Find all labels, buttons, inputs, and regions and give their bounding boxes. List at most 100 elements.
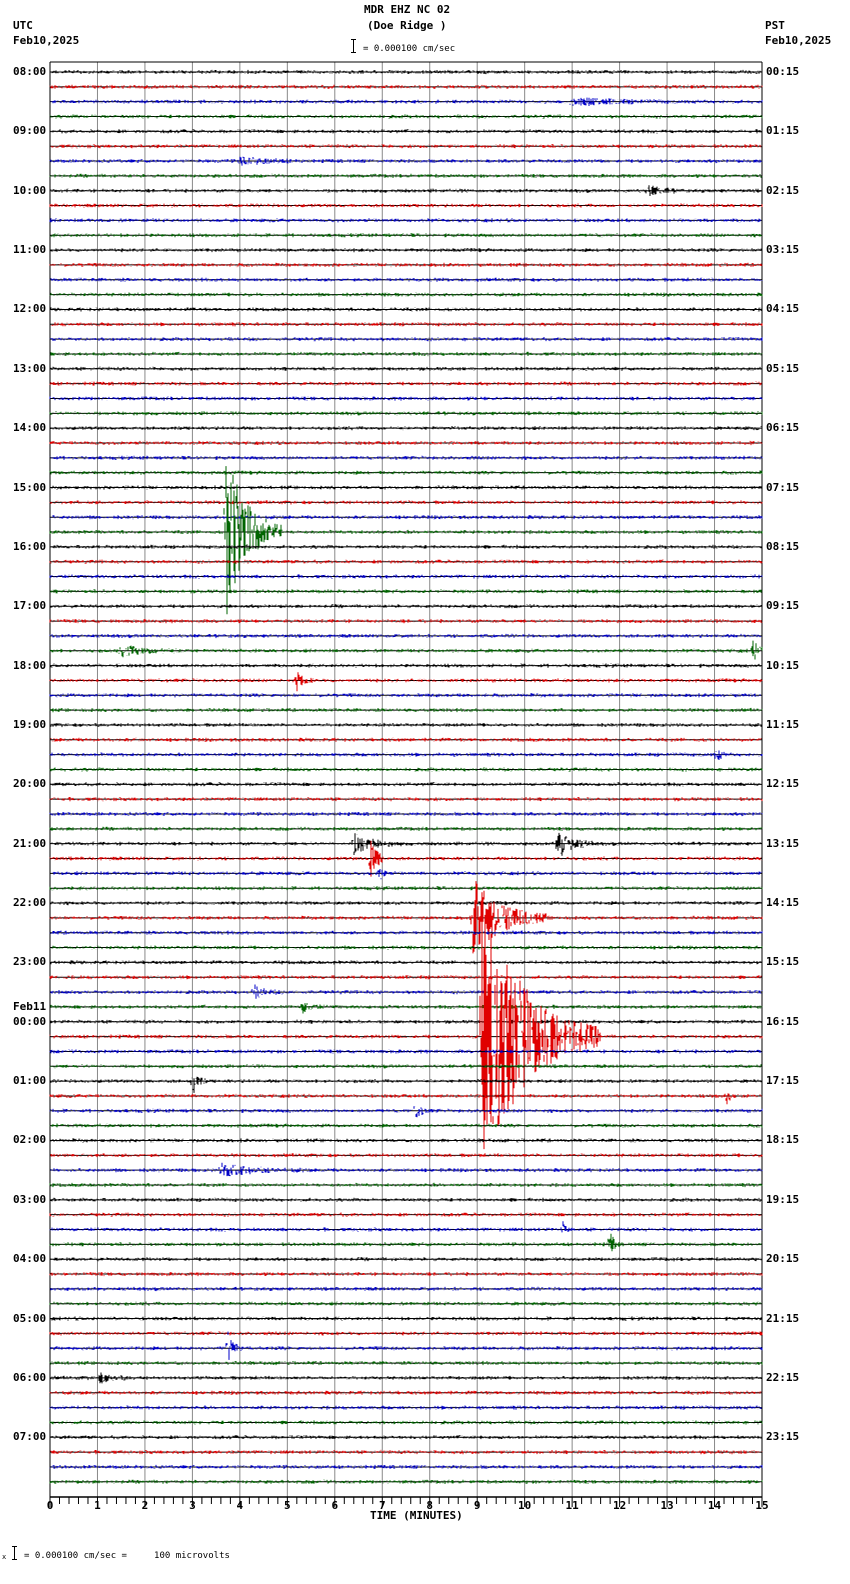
seismic-trace — [49, 1162, 763, 1177]
x-tick-label: 10 — [518, 1499, 532, 1512]
seismic-trace — [49, 1464, 763, 1469]
seismic-trace — [49, 337, 763, 342]
utc-hour-label: 08:00 — [13, 65, 47, 78]
utc-hour-label: 20:00 — [13, 777, 47, 791]
seismic-trace — [49, 737, 762, 742]
footer-scale-bar-icon — [12, 1546, 20, 1560]
seismic-trace — [49, 782, 763, 787]
pst-hour-label: 22:15 — [766, 1370, 800, 1384]
seismic-trace — [49, 381, 763, 386]
seismic-trace — [49, 1420, 763, 1425]
seismic-trace — [49, 1221, 763, 1233]
pst-hour-label: 04:15 — [766, 302, 800, 316]
seismic-trace — [49, 663, 763, 668]
utc-hour-label: 04:00 — [13, 1252, 47, 1266]
seismic-trace — [49, 466, 763, 615]
seismic-trace — [49, 1123, 763, 1128]
seismic-trace — [49, 1106, 763, 1118]
seismic-trace — [49, 633, 762, 639]
seismic-trace — [49, 1019, 763, 1024]
left-timezone: UTC — [13, 19, 33, 32]
seismic-trace — [49, 1049, 763, 1054]
seismic-trace — [49, 1138, 763, 1143]
seismic-trace — [49, 411, 763, 416]
utc-hour-label: 07:00 — [13, 1430, 47, 1444]
seismic-trace — [49, 1286, 763, 1292]
pst-hour-label: 03:15 — [766, 243, 800, 257]
utc-hour-label: 13:00 — [13, 361, 47, 375]
pst-hour-label: 19:15 — [766, 1192, 800, 1206]
x-tick-label: 13 — [660, 1499, 674, 1512]
seismic-trace — [49, 426, 763, 431]
pst-hour-label: 14:15 — [766, 896, 800, 910]
x-tick-label: 2 — [141, 1499, 149, 1512]
footer-scale-prefix: x — [2, 1553, 7, 1561]
seismic-trace — [49, 1331, 763, 1360]
seismic-trace — [49, 1479, 763, 1484]
seismic-trace — [49, 396, 763, 401]
pst-hour-label: 11:15 — [766, 717, 800, 731]
pst-hour-label: 01:15 — [766, 124, 800, 138]
seismic-trace — [49, 559, 763, 564]
utc-hour-label: 01:00 — [13, 1074, 47, 1088]
x-tick-label: 15 — [755, 1499, 769, 1512]
utc-hour-label: 05:00 — [13, 1311, 47, 1325]
seismic-trace — [50, 544, 763, 549]
seismic-trace — [49, 975, 763, 980]
x-tick-label: 1 — [94, 1499, 101, 1512]
seismic-trace — [49, 604, 763, 609]
scale-text: = 0.000100 cm/sec — [363, 44, 456, 54]
seismic-trace — [49, 886, 763, 891]
seismic-trace — [49, 485, 762, 490]
x-axis-label: TIME (MINUTES) — [370, 1509, 463, 1522]
seismic-trace — [49, 914, 763, 1150]
seismic-trace — [49, 1197, 763, 1202]
x-tick-label: 14 — [707, 1499, 722, 1512]
seismic-trace — [49, 470, 763, 475]
utc-hour-label: 00:00 — [13, 1014, 47, 1028]
seismic-trace — [49, 351, 763, 357]
pst-hour-label: 17:15 — [766, 1074, 800, 1088]
seismic-trace — [49, 262, 763, 268]
pst-hour-label: 08:15 — [766, 539, 800, 553]
seismic-trace — [50, 97, 763, 106]
pst-hour-label: 00:15 — [766, 65, 800, 78]
pst-hour-label: 16:15 — [766, 1014, 800, 1028]
seismic-trace — [49, 292, 763, 297]
seismic-trace — [49, 930, 763, 935]
station-title: MDR EHZ NC 02 — [364, 3, 451, 16]
seismic-trace — [49, 589, 763, 594]
pst-hour-label: 21:15 — [766, 1311, 800, 1325]
seismic-trace — [49, 1360, 763, 1366]
seismic-trace — [49, 1449, 763, 1455]
seismic-trace — [49, 811, 763, 817]
x-tick-label: 6 — [331, 1499, 339, 1512]
seismic-trace — [49, 455, 763, 460]
seismic-trace — [49, 277, 763, 282]
x-tick-label: 9 — [473, 1499, 481, 1512]
seismic-trace — [49, 960, 763, 965]
date-change-label: Feb11 — [13, 999, 47, 1013]
utc-hour-label: 16:00 — [13, 539, 47, 553]
seismic-trace — [49, 440, 763, 446]
seismic-trace — [49, 750, 763, 760]
seismic-trace — [49, 826, 763, 831]
x-tick-label: 11 — [565, 1499, 579, 1512]
x-tick-label: 7 — [378, 1499, 386, 1512]
pst-hour-label: 06:15 — [766, 421, 800, 435]
seismic-trace — [49, 185, 763, 196]
seismic-trace — [49, 233, 763, 238]
utc-hour-label: 11:00 — [13, 243, 47, 257]
utc-hour-label: 09:00 — [13, 124, 47, 138]
seismic-trace — [49, 1435, 763, 1440]
seismic-trace — [49, 767, 763, 772]
utc-hour-label: 02:00 — [13, 1133, 47, 1147]
seismic-trace — [49, 173, 763, 179]
utc-hour-label: 14:00 — [13, 421, 47, 435]
seismic-trace — [49, 248, 763, 253]
seismic-trace — [49, 218, 763, 223]
x-tick-label: 5 — [284, 1499, 291, 1512]
utc-hour-label: 22:00 — [13, 896, 47, 910]
utc-hour-label: 17:00 — [13, 599, 47, 613]
station-location: (Doe Ridge ) — [367, 19, 447, 32]
